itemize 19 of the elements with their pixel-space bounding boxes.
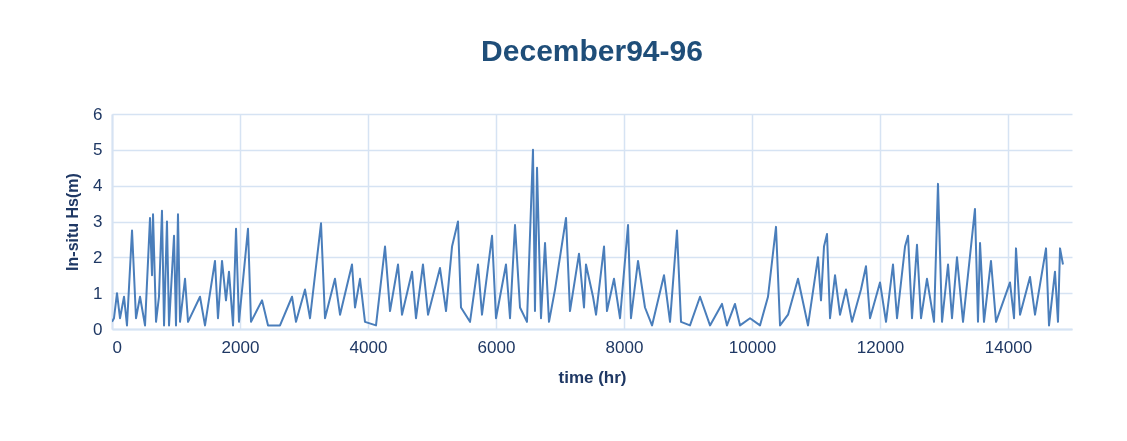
- x-tick-label: 4000: [349, 337, 388, 357]
- x-axis-title: time (hr): [558, 367, 627, 387]
- line-series: [112, 148, 1064, 327]
- x-tick-label: 14000: [984, 337, 1033, 357]
- x-tick-label: 6000: [477, 337, 516, 357]
- y-tick-label: 3: [93, 212, 103, 231]
- y-tick-label: 2: [93, 247, 103, 267]
- y-axis-title: In-situ Hs(m): [64, 173, 82, 271]
- y-tick-label: 4: [93, 176, 103, 196]
- x-tick-label: 12000: [856, 337, 905, 357]
- x-tick-label: 0: [112, 337, 122, 357]
- y-tick-label: 6: [93, 104, 103, 124]
- chart-title: December94-96: [481, 34, 703, 67]
- x-tick-label: 8000: [605, 337, 644, 357]
- x-tick-label: 2000: [221, 337, 260, 357]
- y-tick-label: 5: [93, 140, 103, 160]
- y-tick-label: 0: [93, 319, 103, 339]
- x-tick-label: 10000: [728, 337, 777, 357]
- y-tick-label: 1: [93, 283, 103, 303]
